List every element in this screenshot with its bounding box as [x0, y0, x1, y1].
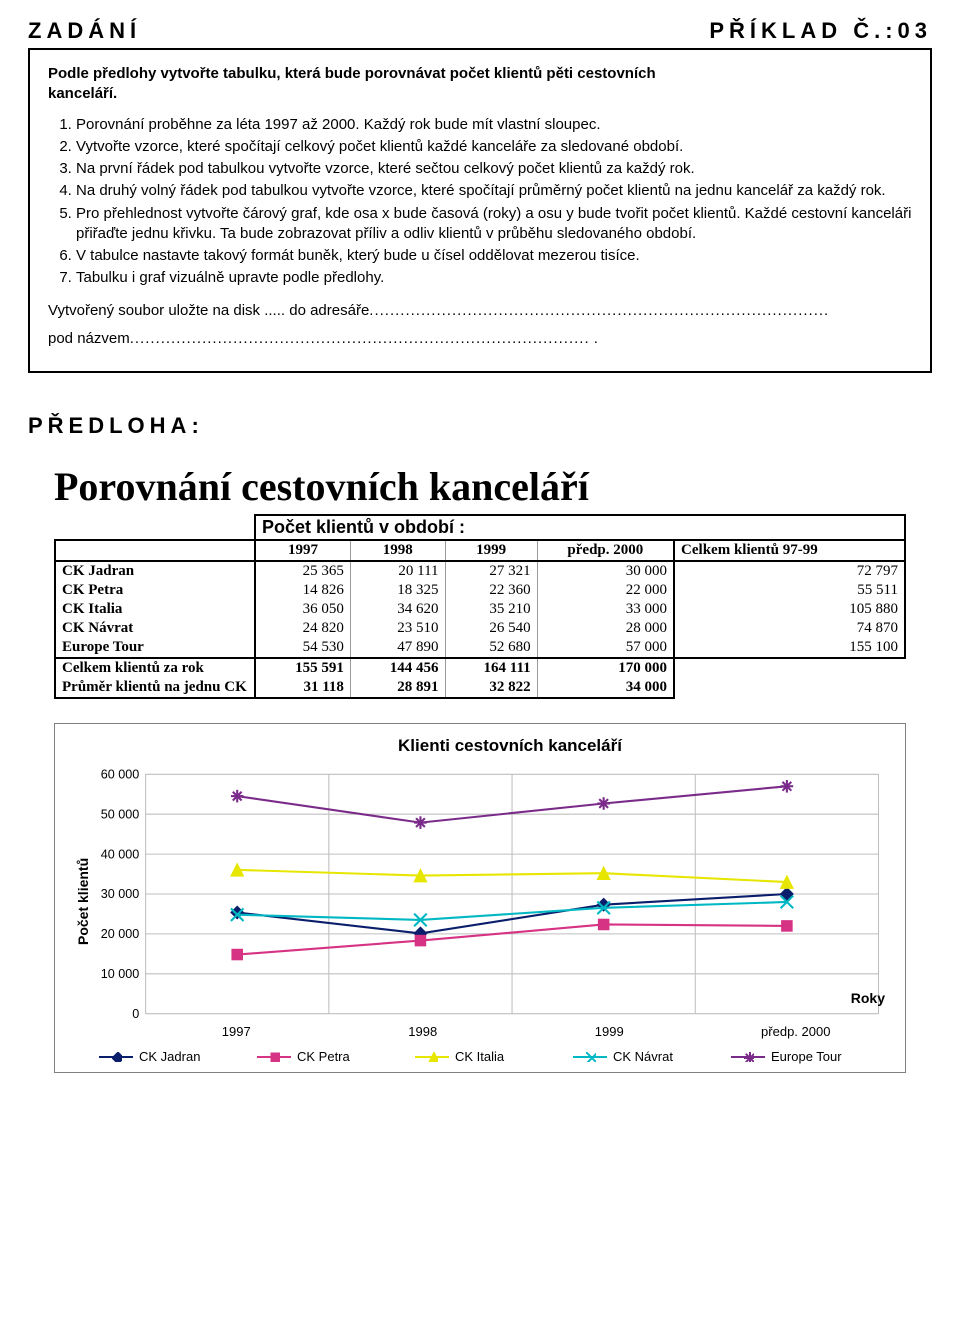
dots: [130, 330, 590, 347]
table-row: CK Jadran 25 365 20 111 27 321 30 000 72…: [55, 561, 905, 581]
chart-title: Klienti cestovních kanceláří: [131, 736, 889, 756]
svg-text:30 000: 30 000: [101, 887, 140, 901]
task-item: Na druhý volný řádek pod tabulkou vytvoř…: [76, 181, 912, 201]
table-row: Europe Tour 54 530 47 890 52 680 57 000 …: [55, 638, 905, 658]
task-box: Podle předlohy vytvořte tabulku, která b…: [28, 48, 932, 373]
legend-item: CK Italia: [415, 1049, 545, 1064]
table-row: CK Návrat 24 820 23 510 26 540 28 000 74…: [55, 619, 905, 638]
svg-text:50 000: 50 000: [101, 807, 140, 821]
task-list: Porovnání proběhne za léta 1997 až 2000.…: [48, 115, 912, 289]
task-item: Vytvořte vzorce, které spočítají celkový…: [76, 137, 912, 157]
x-axis-title: Roky: [851, 990, 885, 1006]
table-title: Porovnání cestovních kanceláří: [54, 463, 906, 510]
sum-row: Celkem klientů za rok 155 591 144 456 16…: [55, 658, 905, 678]
avg-row: Průměr klientů na jednu CK 31 118 28 891…: [55, 678, 905, 698]
save-line-2: pod názvem .: [48, 329, 912, 349]
legend-item: CK Petra: [257, 1049, 387, 1064]
task-item: Porovnání proběhne za léta 1997 až 2000.…: [76, 115, 912, 135]
task-intro-2: kanceláří.: [48, 84, 912, 104]
chart-legend: CK Jadran CK Petra CK Italia CK Návrat Europ…: [99, 1049, 889, 1064]
task-intro-1: Podle předlohy vytvořte tabulku, která b…: [48, 64, 912, 84]
table-subtitle: Počet klientů v období :: [255, 515, 905, 540]
predloha-header: PŘEDLOHA:: [28, 413, 932, 439]
template-wrap: Porovnání cestovních kanceláří Počet kli…: [28, 463, 932, 1073]
table-row: CK Italia 36 050 34 620 35 210 33 000 10…: [55, 600, 905, 619]
page-header: ZADÁNÍ PŘÍKLAD Č.:03: [28, 18, 932, 44]
legend-item: Europe Tour: [731, 1049, 861, 1064]
legend-item: CK Návrat: [573, 1049, 703, 1064]
dots: [369, 302, 829, 319]
header-right: PŘÍKLAD Č.:03: [709, 18, 932, 44]
x-axis-labels: 1997 1998 1999 předp. 2000: [143, 1024, 889, 1039]
svg-text:20 000: 20 000: [101, 927, 140, 941]
data-table: Počet klientů v období : 1997 1998 1999 …: [54, 514, 906, 699]
col-header: předp. 2000: [537, 540, 674, 561]
save-line-1: Vytvořený soubor uložte na disk ..... do…: [48, 301, 912, 321]
svg-text:60 000: 60 000: [101, 768, 140, 782]
col-header: 1997: [255, 540, 350, 561]
line-chart: 0 10 000 20 000 30 000 40 000 50 000 60 000: [91, 764, 889, 1024]
chart-ylabel: Počet klientů: [71, 764, 91, 1039]
task-item: V tabulce nastavte takový formát buněk, …: [76, 246, 912, 266]
chart-box: Klienti cestovních kanceláří Počet klien…: [54, 723, 906, 1073]
task-item: Pro přehlednost vytvořte čárový graf, kd…: [76, 204, 912, 245]
svg-text:10 000: 10 000: [101, 967, 140, 981]
legend-item: CK Jadran: [99, 1049, 229, 1064]
header-left: ZADÁNÍ: [28, 18, 141, 44]
task-item: Tabulku i graf vizuálně upravte podle př…: [76, 268, 912, 288]
svg-text:40 000: 40 000: [101, 847, 140, 861]
col-header: 1998: [350, 540, 445, 561]
table-row: CK Petra 14 826 18 325 22 360 22 000 55 …: [55, 581, 905, 600]
svg-text:0: 0: [132, 1007, 139, 1021]
task-item: Na první řádek pod tabulkou vytvořte vzo…: [76, 159, 912, 179]
col-header: Celkem klientů 97-99: [674, 540, 905, 561]
col-header: 1999: [445, 540, 537, 561]
